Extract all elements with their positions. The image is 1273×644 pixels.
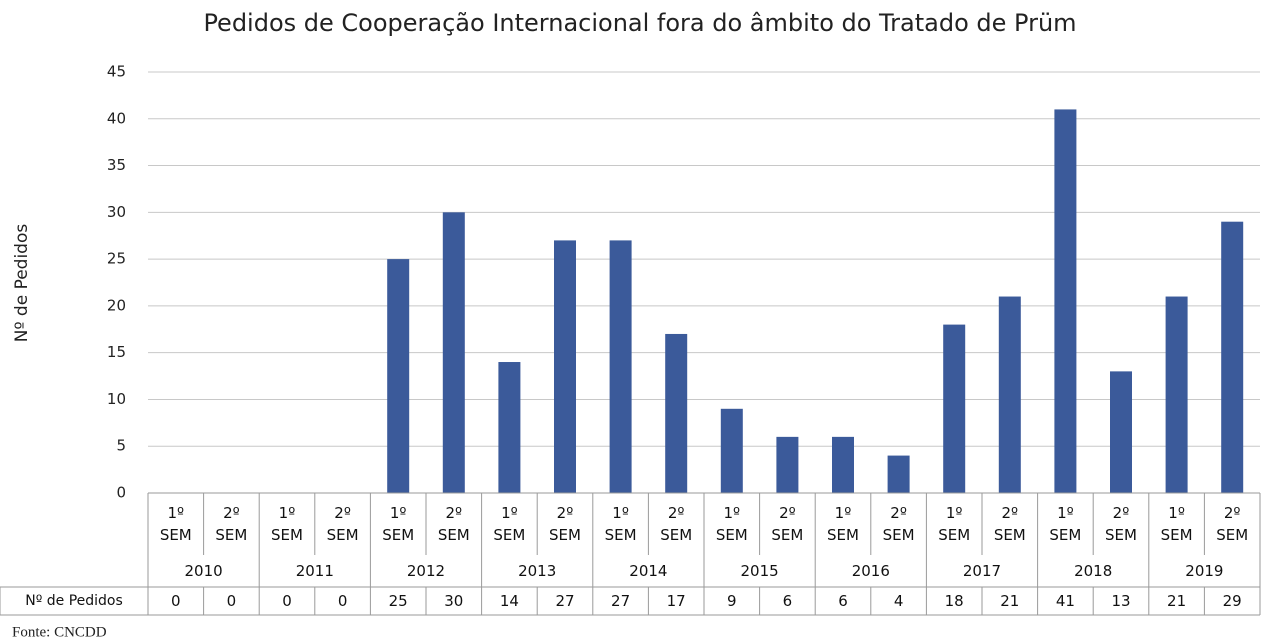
x-tick-label: 2º SEM — [215, 504, 248, 544]
bar — [720, 408, 743, 493]
y-tick-label: 10 — [107, 390, 126, 408]
y-tick-label: 20 — [107, 296, 126, 314]
y-axis-label: Nº de Pedidos — [12, 224, 32, 343]
bar — [887, 455, 910, 493]
table-value: 6 — [838, 592, 848, 610]
y-tick-label: 0 — [116, 484, 126, 502]
group-label: 2013 — [518, 562, 557, 580]
bar — [943, 324, 966, 493]
x-tick-label: 1º SEM — [1160, 504, 1193, 544]
x-tick-label: 1º SEM — [382, 504, 415, 544]
table-value: 0 — [337, 592, 348, 610]
bar — [665, 333, 688, 493]
x-tick-label: 1º SEM — [159, 504, 192, 544]
bar — [832, 436, 854, 493]
table-value: 4 — [893, 592, 904, 610]
table-value: 9 — [727, 592, 737, 610]
table-value: 18 — [944, 592, 964, 610]
table-value: 29 — [1222, 592, 1242, 610]
x-tick-label: 2º SEM — [326, 504, 359, 544]
bar — [1221, 221, 1244, 493]
x-tick-label: 2º SEM — [771, 504, 804, 544]
chart-title: Pedidos de Cooperação Internacional fora… — [203, 9, 1076, 37]
group-label: 2011 — [295, 562, 334, 580]
bar — [1165, 296, 1188, 493]
group-label: 2017 — [962, 562, 1002, 580]
y-tick-label: 45 — [107, 63, 126, 81]
bar — [554, 240, 576, 493]
table-value: 0 — [171, 592, 181, 610]
group-label: 2018 — [1074, 562, 1113, 580]
table-value: 13 — [1111, 592, 1131, 610]
bar — [1110, 371, 1132, 493]
x-tick-label: 2º SEM — [993, 504, 1026, 544]
table-row-label: Nº de Pedidos — [25, 593, 123, 609]
table-value: 41 — [1055, 592, 1075, 610]
source: Fonte: CNCDD — [12, 624, 107, 640]
y-tick-label: 30 — [107, 203, 126, 221]
x-tick-label: 2º SEM — [549, 504, 581, 544]
bar — [609, 240, 632, 493]
table-value: 27 — [555, 592, 575, 610]
x-tick-label: 1º SEM — [715, 504, 748, 544]
table-value: 6 — [782, 592, 793, 610]
table-value: 25 — [388, 592, 408, 610]
x-tick-label: 1º SEM — [1049, 504, 1082, 544]
table-value: 14 — [499, 592, 519, 610]
y-tick-label: 25 — [107, 250, 126, 268]
table-value: 21 — [1167, 592, 1187, 610]
table-value: 21 — [1000, 592, 1020, 610]
table-value: 0 — [282, 592, 292, 610]
group-label: 2015 — [740, 562, 779, 580]
y-tick-label: 35 — [107, 156, 126, 174]
table-value: 17 — [666, 592, 686, 610]
x-tick-label: 2º SEM — [660, 504, 693, 544]
group-label: 2010 — [184, 562, 223, 580]
x-tick-label: 1º SEM — [493, 504, 526, 544]
y-tick-label: 40 — [107, 109, 126, 127]
group-label: 2012 — [406, 562, 446, 580]
x-tick-label: 2º SEM — [1216, 504, 1249, 544]
table-value: 0 — [226, 592, 237, 610]
x-tick-label: 1º SEM — [938, 504, 971, 544]
table-value: 27 — [611, 592, 631, 610]
y-tick-label: 5 — [116, 437, 126, 455]
x-tick-label: 2º SEM — [1105, 504, 1137, 544]
group-label: 2019 — [1185, 562, 1224, 580]
x-tick-label: 1º SEM — [271, 504, 303, 544]
bar — [998, 296, 1021, 493]
table-value: 30 — [444, 592, 464, 610]
x-tick-label: 2º SEM — [437, 504, 470, 544]
bar — [1054, 109, 1077, 493]
x-tick-label: 1º SEM — [604, 504, 637, 544]
bar — [776, 436, 799, 493]
y-tick-label: 15 — [107, 343, 126, 361]
x-tick-label: 2º SEM — [882, 504, 915, 544]
bar — [387, 259, 410, 493]
bar — [498, 362, 521, 493]
group-label: 2016 — [851, 562, 890, 580]
x-tick-label: 1º SEM — [827, 504, 859, 544]
group-label: 2014 — [629, 562, 668, 580]
bar — [442, 212, 465, 494]
